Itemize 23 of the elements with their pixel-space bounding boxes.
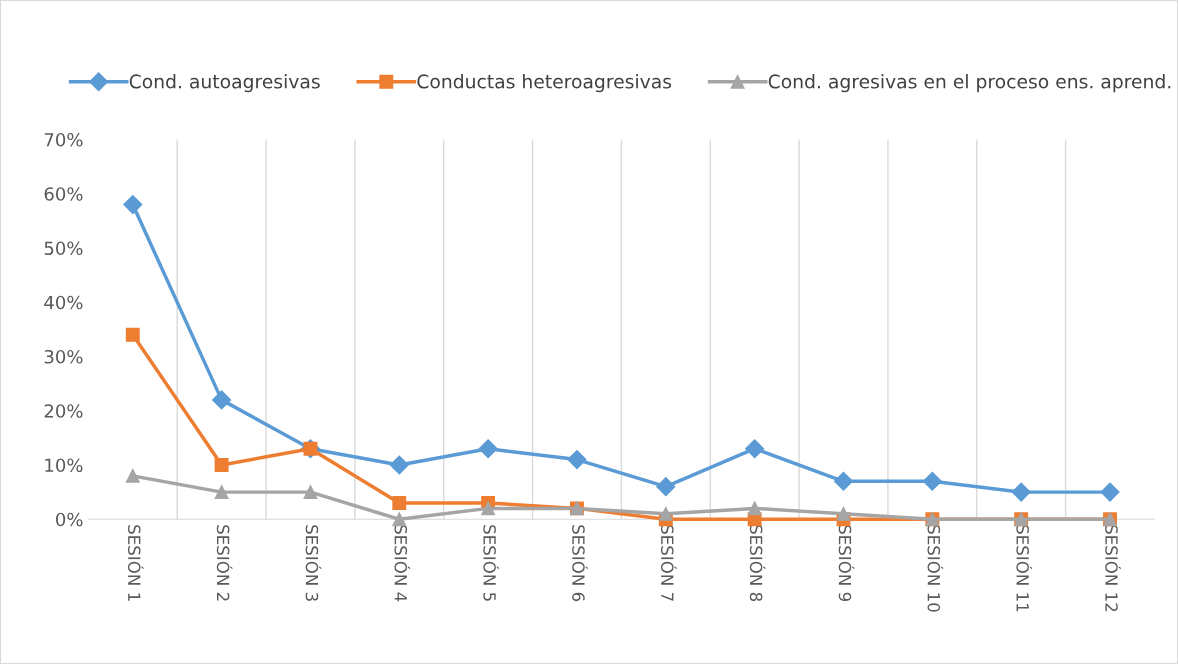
x-tick-label: SESIÓN 8 (749, 525, 766, 602)
legend-label: Conductas heteroagresivas (417, 74, 672, 93)
x-tick-label: SESIÓN 2 (216, 525, 233, 601)
x-tick-label: SESIÓN 10 (927, 525, 944, 612)
x-tick-label: SESIÓN 7 (660, 525, 677, 601)
x-tick-label: SESIÓN 4 (394, 525, 411, 602)
x-tick-label: SESIÓN 9 (838, 525, 855, 602)
y-tick-label: 40% (44, 295, 83, 310)
x-tick-label: SESIÓN 11 (1016, 525, 1032, 612)
y-tick-label: 10% (45, 458, 83, 473)
x-tick-label: SESIÓN 6 (572, 525, 588, 602)
y-tick-label: 70% (44, 132, 83, 147)
y-tick-label: 0% (56, 512, 83, 527)
y-tick-label: 30% (44, 349, 83, 364)
y-tick-label: 60% (44, 187, 83, 201)
x-tick-label: SESIÓN 12 (1105, 525, 1121, 612)
legend-label: Cond. agresivas en el proceso ens. aprend. (768, 74, 1171, 93)
x-tick-label: SESIÓN 3 (305, 525, 322, 601)
y-tick-label: 20% (44, 404, 83, 418)
legend-label: Cond. autoagresivas (129, 74, 320, 93)
x-tick-label: SESIÓN 1 (127, 525, 144, 601)
x-tick-label: SESIÓN 5 (483, 525, 499, 601)
y-tick-label: 50% (44, 241, 83, 256)
